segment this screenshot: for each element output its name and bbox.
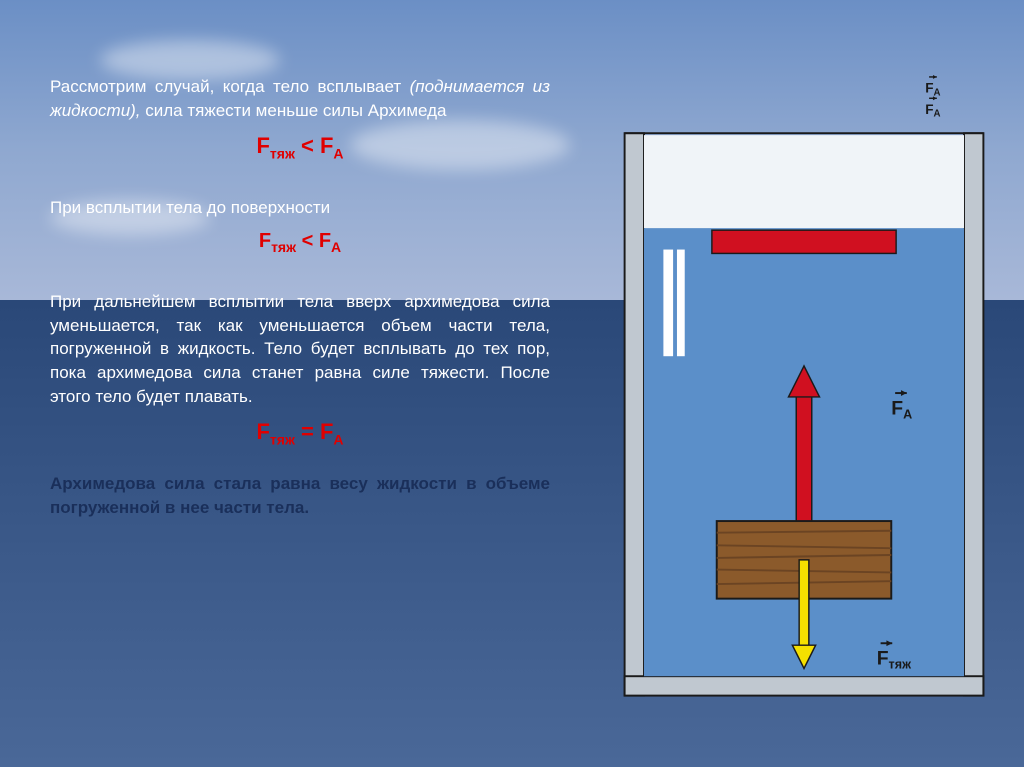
intro-paragraph: Рассмотрим случай, когда тело всплывает … <box>50 75 550 123</box>
white-bar-1 <box>663 250 673 357</box>
formula-3: Fтяж = FA <box>50 419 550 447</box>
formula-1: Fтяж < FA <box>50 133 550 161</box>
svg-text:FA: FA <box>925 102 940 120</box>
container-right-wall <box>964 133 983 695</box>
top-label-fa-2: FA <box>925 96 940 119</box>
air-gap <box>644 135 964 228</box>
svg-text:FA: FA <box>925 80 940 98</box>
top-label-fa-1: FA <box>925 75 940 98</box>
intro-text-1: Рассмотрим случай, когда тело всплывает <box>50 77 401 96</box>
intro-text-2: сила тяжести меньше силы Архимеда <box>145 101 446 120</box>
white-bar-2 <box>677 250 685 357</box>
text-content: Рассмотрим случай, когда тело всплывает … <box>0 0 600 550</box>
container-left-wall <box>625 133 644 695</box>
conclusion-paragraph: Архимедова сила стала равна весу жидкост… <box>50 472 550 520</box>
further-paragraph: При дальнейшем всплытии тела вверх архим… <box>50 290 550 409</box>
surface-paragraph: При всплытии тела до поверхности <box>50 196 550 220</box>
container-bottom <box>625 676 984 695</box>
physics-diagram: FA FA FA <box>619 75 989 715</box>
floating-body <box>712 230 896 253</box>
formula-2: Fтяж < FA <box>50 230 550 255</box>
